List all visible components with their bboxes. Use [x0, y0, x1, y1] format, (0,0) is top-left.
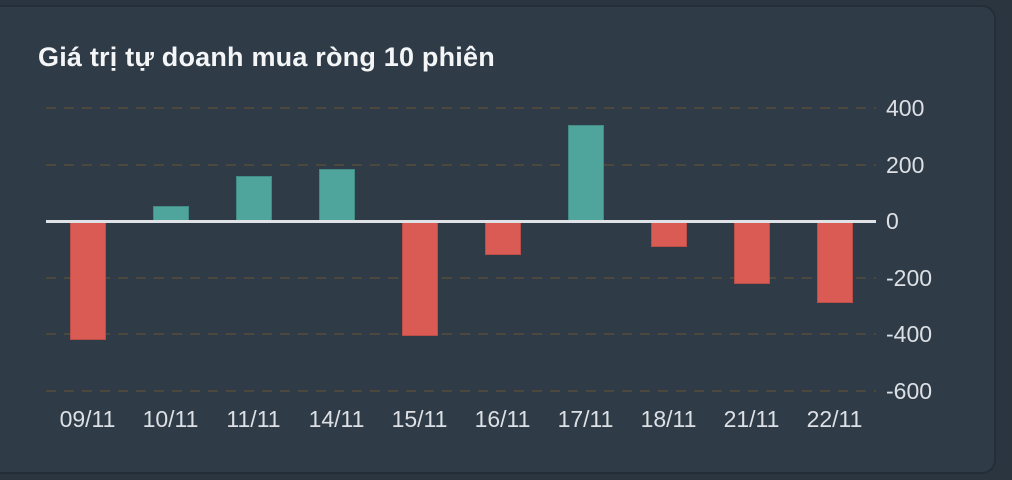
gridline — [46, 333, 876, 336]
x-tick-label: 18/11 — [640, 406, 697, 432]
gridline — [46, 107, 876, 110]
bar-18/11 — [650, 221, 687, 247]
x-tick-label: 11/11 — [226, 406, 281, 432]
y-tick-label: -600 — [886, 378, 933, 404]
x-tick-label: 17/11 — [557, 406, 614, 432]
gridline — [46, 390, 876, 392]
y-tick-label: -400 — [886, 321, 933, 348]
gridline — [46, 163, 876, 166]
y-tick-label: 200 — [886, 151, 925, 178]
gridline — [46, 276, 876, 279]
x-tick-label: 15/11 — [391, 406, 448, 432]
x-tick-label: 09/11 — [59, 406, 116, 432]
bar-21/11 — [733, 221, 770, 284]
chart-title: Giá trị tự doanh mua ròng 10 phiên — [38, 42, 495, 72]
zero-axis-line — [46, 219, 876, 223]
y-tick-label: 400 — [886, 95, 925, 122]
y-tick-label: -200 — [886, 264, 933, 291]
bar-10/11 — [152, 205, 189, 222]
bar-16/11 — [484, 221, 521, 256]
y-tick-label: 0 — [886, 208, 899, 235]
x-tick-label: 16/11 — [474, 406, 531, 432]
x-tick-label: 10/11 — [142, 406, 199, 432]
bar-09/11 — [69, 221, 106, 341]
bar-17/11 — [567, 125, 604, 222]
bar-15/11 — [401, 221, 438, 336]
bar-chart-plot-area — [46, 96, 876, 404]
x-tick-label: 22/11 — [806, 406, 863, 432]
bar-14/11 — [318, 169, 355, 222]
x-tick-label: 14/11 — [308, 406, 365, 432]
x-tick-label: 21/11 — [723, 406, 780, 432]
bar-22/11 — [816, 221, 853, 304]
bar-11/11 — [235, 176, 272, 222]
